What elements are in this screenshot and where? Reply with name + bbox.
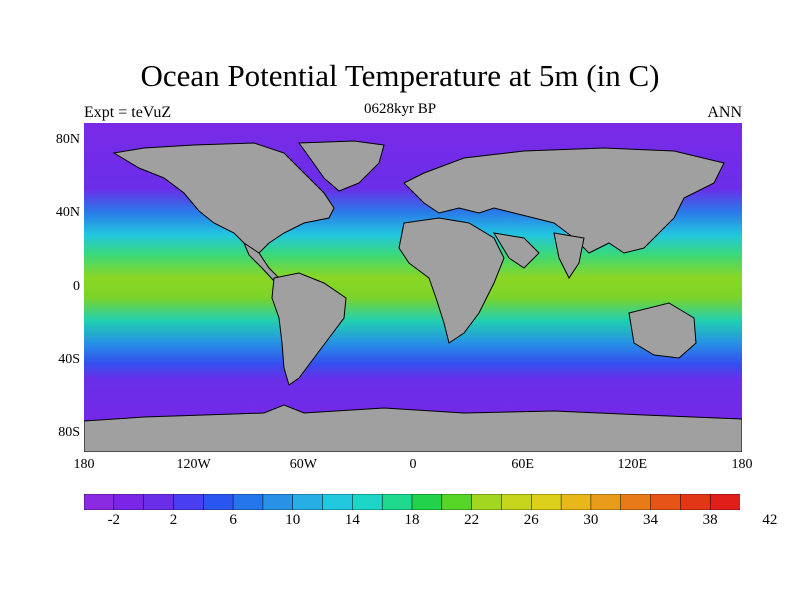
colorbar-swatch	[84, 494, 115, 510]
colorbar-swatch	[352, 494, 383, 510]
colorbar-swatch	[680, 494, 711, 510]
colorbar-swatch	[232, 494, 264, 510]
colorbar-swatch	[531, 494, 562, 510]
lat-tick-label: 80N	[55, 132, 80, 148]
plot-title: Ocean Potential Temperature at 5m (in C)	[140, 58, 660, 93]
colorbar-swatch	[203, 494, 234, 510]
australia	[628, 302, 697, 359]
colorbar-label: 10	[285, 512, 301, 528]
lat-tick-label: 0	[73, 278, 80, 294]
colorbar-label: -2	[107, 512, 121, 528]
colorbar-swatch	[411, 494, 443, 510]
plot-subtitle: 0628kyr BP	[363, 101, 437, 117]
colorbar-swatch	[143, 494, 175, 510]
colorbar-swatch	[441, 494, 473, 510]
lon-tick-label: 0	[409, 457, 417, 472]
lon-tick-label: 180	[731, 457, 753, 472]
colorbar-label: 18	[404, 512, 420, 528]
lon-tick-label: 60W	[289, 457, 317, 472]
colorbar-swatch	[620, 494, 652, 510]
india	[553, 232, 585, 279]
colorbar-swatch	[381, 494, 413, 510]
lon-tick-label: 60E	[511, 457, 534, 472]
colorbar-swatch	[113, 494, 145, 510]
north-america	[112, 142, 335, 259]
colorbar-swatch	[322, 494, 354, 510]
lon-tick-label: 120W	[176, 457, 211, 472]
africa	[398, 217, 505, 344]
south-america	[271, 272, 347, 386]
colorbar-label: 6	[229, 512, 237, 528]
antarctica	[84, 404, 742, 452]
colorbar-swatch	[560, 494, 592, 510]
lon-tick-label: 120E	[617, 457, 648, 472]
colorbar	[84, 494, 740, 510]
lon-tick-label: 180	[73, 457, 95, 472]
colorbar-label: 14	[344, 512, 360, 528]
colorbar-swatch	[501, 494, 533, 510]
lat-tick-label: 40N	[55, 205, 80, 221]
colorbar-label: 42	[762, 512, 778, 528]
colorbar-label: 38	[702, 512, 718, 528]
colorbar-label: 22	[464, 512, 480, 528]
temperature-map	[84, 123, 742, 452]
colorbar-label: 2	[169, 512, 178, 528]
colorbar-swatch	[173, 494, 205, 510]
arabia	[493, 232, 540, 269]
season-label: ANN	[707, 104, 742, 121]
experiment-label: Expt = teVuZ	[84, 104, 172, 121]
colorbar-label: 30	[583, 512, 599, 528]
lat-tick-label: 80S	[58, 424, 80, 440]
colorbar-swatch	[709, 494, 740, 510]
colorbar-label: 34	[643, 512, 659, 528]
land-masses	[84, 140, 742, 452]
colorbar-label: 26	[523, 512, 539, 528]
colorbar-swatch	[590, 494, 622, 510]
colorbar-swatch	[471, 494, 503, 510]
lat-tick-label: 40S	[58, 351, 80, 367]
greenland	[298, 140, 385, 192]
colorbar-swatch	[650, 494, 682, 510]
eurasia	[403, 147, 725, 254]
colorbar-swatch	[262, 494, 294, 510]
colorbar-swatch	[292, 494, 324, 510]
